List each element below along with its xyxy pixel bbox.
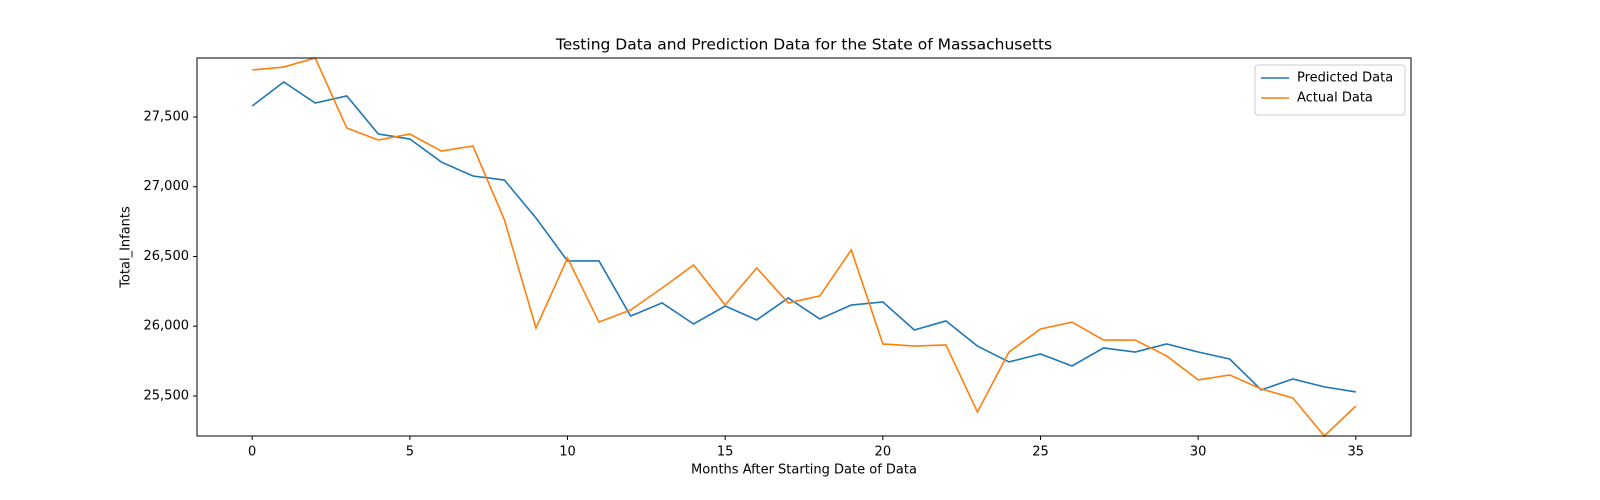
y-tick-label: 25,500 — [144, 388, 190, 403]
x-axis-label: Months After Starting Date of Data — [691, 463, 917, 478]
x-tick-label: 35 — [1348, 445, 1365, 460]
y-axis-label: Total_Infants — [119, 206, 134, 289]
y-tick-label: 27,500 — [144, 110, 190, 125]
x-tick-label: 25 — [1032, 445, 1049, 460]
series-line — [252, 57, 1357, 437]
legend-label: Predicted Data — [1297, 71, 1393, 86]
chart-title: Testing Data and Prediction Data for the… — [555, 36, 1052, 54]
x-tick-label: 20 — [875, 445, 892, 460]
x-tick-label: 0 — [248, 445, 256, 460]
series-line — [251, 81, 1356, 393]
y-tick-label: 26,500 — [144, 249, 190, 264]
x-tick-label: 5 — [406, 445, 414, 460]
x-tick-label: 10 — [559, 445, 576, 460]
y-tick-label: 27,000 — [144, 179, 190, 194]
legend-box — [1254, 64, 1406, 116]
legend-label: Actual Data — [1297, 91, 1373, 106]
plot-frame — [196, 57, 1412, 437]
y-tick-label: 26,000 — [144, 319, 190, 334]
x-tick-label: 15 — [717, 445, 734, 460]
x-tick-label: 30 — [1190, 445, 1207, 460]
